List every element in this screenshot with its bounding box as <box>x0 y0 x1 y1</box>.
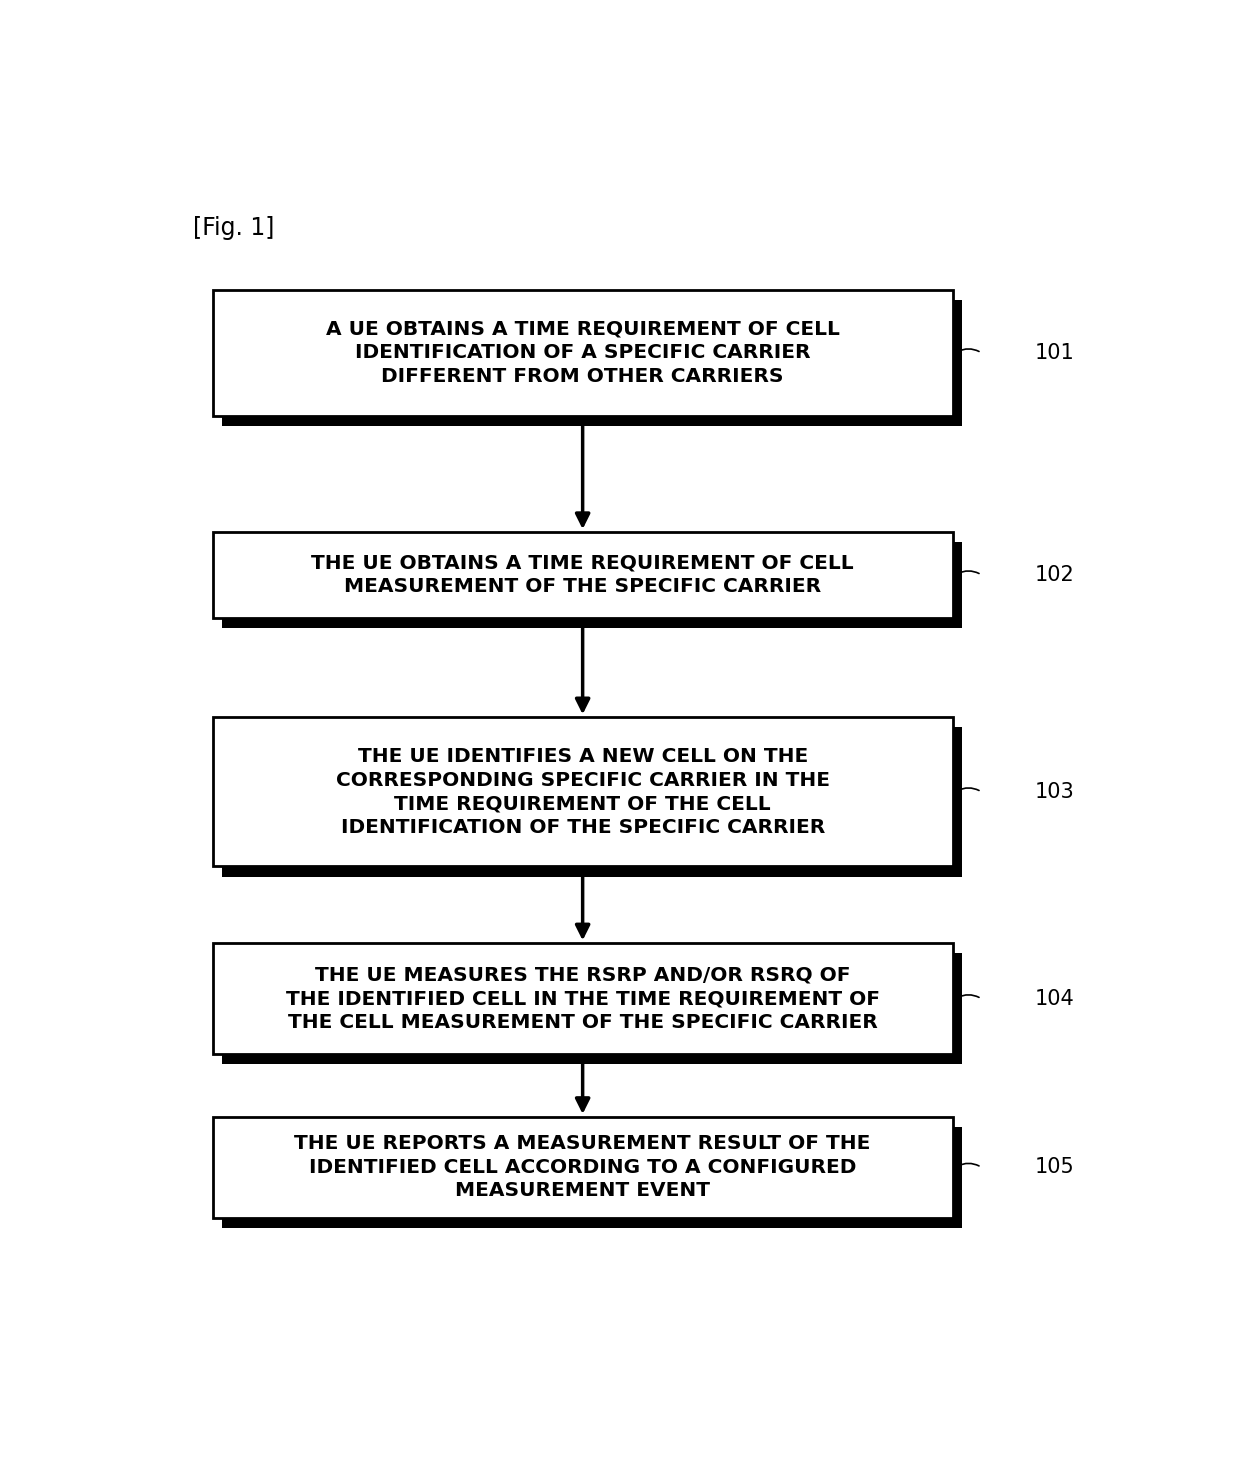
Bar <box>213 944 952 1054</box>
Bar <box>222 953 962 1064</box>
Bar <box>222 299 962 426</box>
Bar <box>213 718 952 866</box>
Text: THE UE OBTAINS A TIME REQUIREMENT OF CELL
MEASUREMENT OF THE SPECIFIC CARRIER: THE UE OBTAINS A TIME REQUIREMENT OF CEL… <box>311 553 854 596</box>
Text: THE UE REPORTS A MEASUREMENT RESULT OF THE
IDENTIFIED CELL ACCORDING TO A CONFIG: THE UE REPORTS A MEASUREMENT RESULT OF T… <box>294 1135 870 1201</box>
Text: THE UE IDENTIFIES A NEW CELL ON THE
CORRESPONDING SPECIFIC CARRIER IN THE
TIME R: THE UE IDENTIFIES A NEW CELL ON THE CORR… <box>336 747 830 837</box>
Text: 105: 105 <box>1034 1157 1074 1177</box>
Text: 104: 104 <box>1034 989 1074 1009</box>
Text: 103: 103 <box>1034 782 1074 802</box>
Text: A UE OBTAINS A TIME REQUIREMENT OF CELL
IDENTIFICATION OF A SPECIFIC CARRIER
DIF: A UE OBTAINS A TIME REQUIREMENT OF CELL … <box>326 320 839 386</box>
Text: 102: 102 <box>1034 565 1074 584</box>
Text: [Fig. 1]: [Fig. 1] <box>193 216 275 239</box>
Text: 101: 101 <box>1034 344 1074 363</box>
Bar <box>213 289 952 415</box>
Bar <box>222 542 962 628</box>
Text: THE UE MEASURES THE RSRP AND/OR RSRQ OF
THE IDENTIFIED CELL IN THE TIME REQUIREM: THE UE MEASURES THE RSRP AND/OR RSRQ OF … <box>285 966 879 1032</box>
Bar <box>222 1127 962 1227</box>
Bar <box>213 531 952 618</box>
Bar <box>213 1117 952 1218</box>
Bar <box>222 727 962 876</box>
